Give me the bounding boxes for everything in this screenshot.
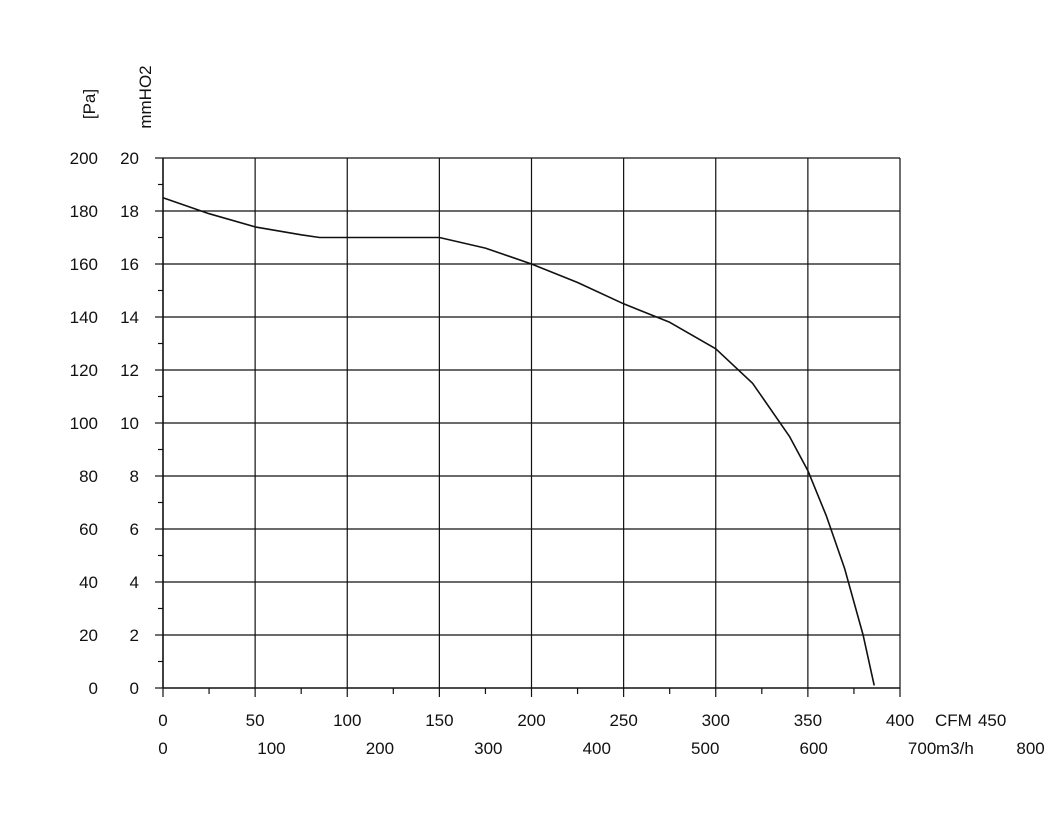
y-tick-label-mmh2o: 18 <box>120 202 139 221</box>
x-tick-label-m3h: 600 <box>799 739 827 758</box>
grid <box>163 157 901 688</box>
pressure-curve <box>162 197 875 686</box>
y-tick-label-pa: 0 <box>89 679 98 698</box>
x-tick-label-cfm: 400 <box>886 711 914 730</box>
y-tick-label-pa: 160 <box>70 255 98 274</box>
y-tick-label-mmh2o: 6 <box>130 520 139 539</box>
y-tick-label-mmh2o: 4 <box>130 573 139 592</box>
x-tick-label-cfm: 350 <box>794 711 822 730</box>
y-tick-label-mmh2o: 12 <box>120 361 139 380</box>
y-tick-label-pa: 100 <box>70 414 98 433</box>
y-tick-label-mmh2o: 20 <box>120 149 139 168</box>
y-tick-label-mmh2o: 10 <box>120 414 139 433</box>
tick-labels: 0204060801001201401601802000246810121416… <box>70 149 1045 758</box>
x-axis-label-m3h: m3/h <box>936 739 974 758</box>
y-tick-label-pa: 200 <box>70 149 98 168</box>
axes <box>155 157 901 697</box>
x-tick-label-m3h: 200 <box>366 739 394 758</box>
x-tick-label-cfm: 0 <box>158 711 167 730</box>
x-tick-label-cfm: 200 <box>517 711 545 730</box>
y-tick-label-pa: 60 <box>79 520 98 539</box>
y-axis-label-pa: [Pa] <box>80 89 99 119</box>
series-layer <box>162 197 875 686</box>
y-tick-label-mmh2o: 16 <box>120 255 139 274</box>
x-tick-label-m3h: 100 <box>257 739 285 758</box>
y-tick-label-mmh2o: 14 <box>120 308 139 327</box>
x-tick-label-m3h: 0 <box>158 739 167 758</box>
x-tick-label-m3h: 400 <box>583 739 611 758</box>
y-axis-label-mmh2o: mmHO2 <box>136 65 155 128</box>
y-tick-label-pa: 120 <box>70 361 98 380</box>
y-tick-label-mmh2o: 0 <box>130 679 139 698</box>
x-tick-label-cfm: 50 <box>246 711 265 730</box>
x-tick-label-m3h: 500 <box>691 739 719 758</box>
x-tick-label-cfm: 300 <box>702 711 730 730</box>
x-tick-label-cfm: 450 <box>978 711 1006 730</box>
y-tick-label-pa: 20 <box>79 626 98 645</box>
y-tick-label-mmh2o: 2 <box>130 626 139 645</box>
x-tick-label-m3h: 700 <box>908 739 936 758</box>
y-tick-label-pa: 140 <box>70 308 98 327</box>
x-tick-label-cfm: 100 <box>333 711 361 730</box>
y-tick-label-pa: 180 <box>70 202 98 221</box>
y-tick-label-mmh2o: 8 <box>130 467 139 486</box>
y-tick-label-pa: 80 <box>79 467 98 486</box>
x-tick-label-cfm: 150 <box>425 711 453 730</box>
x-tick-label-cfm: 250 <box>609 711 637 730</box>
x-tick-label-m3h: 800 <box>1016 739 1044 758</box>
x-tick-label-m3h: 300 <box>474 739 502 758</box>
x-axis-label-cfm: CFM <box>935 711 972 730</box>
y-tick-label-pa: 40 <box>79 573 98 592</box>
